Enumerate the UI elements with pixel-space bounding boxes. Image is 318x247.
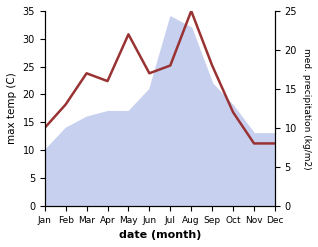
Y-axis label: med. precipitation (kg/m2): med. precipitation (kg/m2): [302, 48, 311, 169]
Y-axis label: max temp (C): max temp (C): [7, 72, 17, 144]
X-axis label: date (month): date (month): [119, 230, 201, 240]
